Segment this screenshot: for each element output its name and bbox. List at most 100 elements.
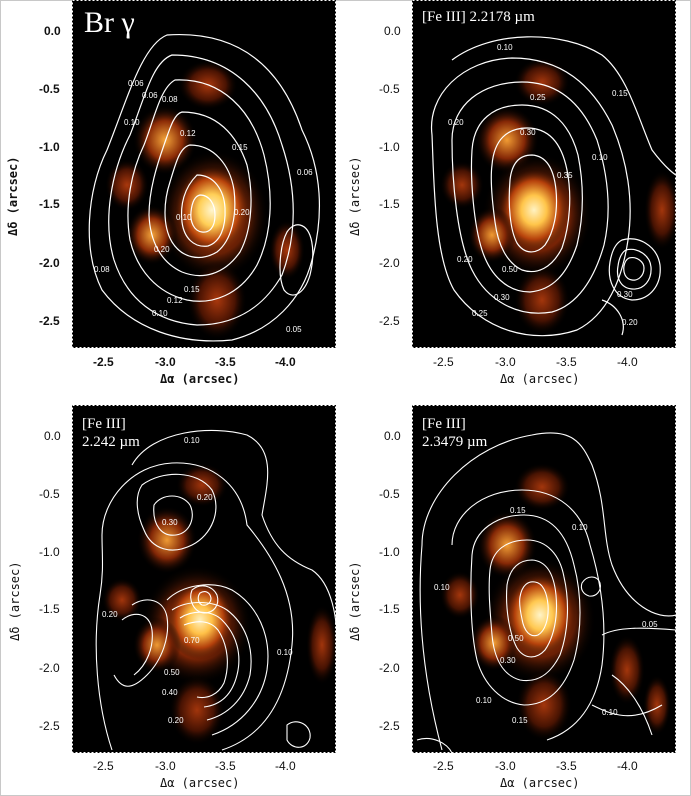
x-tick-label: -3.5 bbox=[556, 355, 577, 369]
contour-label: 0.30 bbox=[500, 656, 516, 665]
panel-title-line: 2.242 µm bbox=[82, 434, 140, 450]
contour-label: 0.70 bbox=[184, 636, 200, 645]
panel-title-line: [Fe III] bbox=[82, 416, 126, 432]
contour-label: 0.10 bbox=[572, 523, 588, 532]
panel-title-line: [Fe III] bbox=[422, 416, 466, 432]
contour-label: 0.20 bbox=[622, 318, 638, 327]
contour-label: 0.10 bbox=[434, 583, 450, 592]
y-tick-label: -1.0 bbox=[39, 545, 60, 559]
x-tick-label: -3.0 bbox=[495, 759, 516, 773]
y-tick-label: 0.0 bbox=[384, 429, 401, 443]
contour-label: 0.10 bbox=[152, 309, 168, 318]
panel-fe2178-contour-labels: 0.10 0.15 0.20 0.25 0.30 0.35 0.10 0.20 … bbox=[448, 43, 638, 327]
y-tick-label: -1.0 bbox=[39, 140, 60, 154]
y-axis-label: Δδ (arcsec) bbox=[8, 561, 22, 641]
x-tick-label: -2.5 bbox=[93, 759, 114, 773]
y-tick-label: -2.0 bbox=[39, 661, 60, 675]
contour-label: 0.20 bbox=[154, 245, 170, 254]
panel-fe2178-title: [Fe III] 2.2178 µm bbox=[422, 10, 535, 25]
y-tick-label: 0.0 bbox=[44, 429, 61, 443]
panel-fe2242-image: 0.10 0.20 0.30 0.20 0.70 0.10 0.50 0.40 … bbox=[72, 405, 336, 753]
contour-label: 0.50 bbox=[164, 668, 180, 677]
panel-title-line: Br γ bbox=[84, 6, 135, 39]
contour-label: 0.06 bbox=[128, 79, 144, 88]
y-tick-label: -1.5 bbox=[39, 602, 60, 616]
contour-label: 0.20 bbox=[168, 716, 184, 725]
contour-label: 0.05 bbox=[642, 620, 658, 629]
contour-label: 0.06 bbox=[297, 168, 313, 177]
panel-fe2178-emission-map: 0.10 0.15 0.20 0.25 0.30 0.35 0.10 0.20 … bbox=[412, 0, 676, 348]
contour-label: 0.50 bbox=[508, 634, 524, 643]
contour-label: 0.10 bbox=[592, 153, 608, 162]
x-tick-label: -3.0 bbox=[495, 355, 516, 369]
contour-label: 0.15 bbox=[612, 89, 628, 98]
contour-label: 0.30 bbox=[520, 128, 536, 137]
y-tick-label: -2.0 bbox=[39, 256, 60, 270]
panel-fe2178-image: 0.10 0.15 0.20 0.25 0.30 0.35 0.10 0.20 … bbox=[412, 0, 676, 348]
contour-label: 0.10 bbox=[476, 696, 492, 705]
contour-label: 0.10 bbox=[497, 43, 513, 52]
contour-label: 0.50 bbox=[502, 265, 518, 274]
contour-label: 0.20 bbox=[234, 208, 250, 217]
y-tick-label: -2.0 bbox=[379, 256, 400, 270]
panel-brg-title: Br γ bbox=[84, 8, 135, 38]
panel-fe23479-emission-map: 0.15 0.10 0.10 0.05 0.30 0.50 0.10 0.15 … bbox=[412, 405, 676, 753]
x-tick-label: -2.5 bbox=[433, 355, 454, 369]
contour-label: 0.12 bbox=[167, 296, 183, 305]
contour-label: 0.40 bbox=[162, 688, 178, 697]
contour-label: 0.15 bbox=[232, 143, 248, 152]
contour-label: 0.10 bbox=[176, 213, 192, 222]
panel-fe2242-contour-labels: 0.10 0.20 0.30 0.20 0.70 0.10 0.50 0.40 … bbox=[102, 436, 293, 725]
y-tick-label: -0.5 bbox=[379, 487, 400, 501]
contour-label: 0.10 bbox=[602, 708, 618, 717]
panel-brg-contour-labels: 0.06 0.06 0.08 0.10 0.12 0.15 0.20 0.10 … bbox=[94, 79, 313, 334]
y-tick-label: -2.5 bbox=[379, 314, 400, 328]
panel-fe2242-emission-map: 0.10 0.20 0.30 0.20 0.70 0.10 0.50 0.40 … bbox=[72, 405, 336, 753]
panel-title-line: 2.3479 µm bbox=[422, 434, 488, 450]
contour-label: 0.20 bbox=[197, 493, 213, 502]
x-tick-label: -4.0 bbox=[275, 355, 296, 369]
y-tick-label: -1.5 bbox=[379, 602, 400, 616]
y-axis-label: Δδ (arcsec) bbox=[348, 156, 362, 236]
y-tick-label: -2.5 bbox=[39, 314, 60, 328]
contour-label: 0.20 bbox=[448, 118, 464, 127]
panel-brg-emission-map: 0.06 0.06 0.08 0.10 0.12 0.15 0.20 0.10 … bbox=[72, 0, 336, 348]
y-tick-label: -0.5 bbox=[39, 82, 60, 96]
contour-label: 0.06 bbox=[142, 91, 158, 100]
contour-label: 0.15 bbox=[512, 716, 528, 725]
y-tick-label: 0.0 bbox=[384, 24, 401, 38]
contour-label: 0.30 bbox=[494, 293, 510, 302]
panel-fe23479-image: 0.15 0.10 0.10 0.05 0.30 0.50 0.10 0.15 … bbox=[412, 405, 676, 753]
x-tick-label: -3.0 bbox=[155, 759, 176, 773]
panel-title-line: [Fe III] 2.2178 µm bbox=[422, 9, 535, 25]
panel-brg-image: 0.06 0.06 0.08 0.10 0.12 0.15 0.20 0.10 … bbox=[72, 0, 336, 348]
x-tick-label: -3.0 bbox=[155, 355, 176, 369]
x-tick-label: -4.0 bbox=[617, 759, 638, 773]
contour-label: 0.10 bbox=[277, 648, 293, 657]
y-tick-label: -1.5 bbox=[379, 197, 400, 211]
x-tick-label: -3.5 bbox=[215, 355, 236, 369]
contour-label: 0.25 bbox=[472, 309, 488, 318]
contour-label: 0.12 bbox=[180, 129, 196, 138]
y-axis-label: Δδ (arcsec) bbox=[348, 561, 362, 641]
y-tick-label: -0.5 bbox=[379, 82, 400, 96]
x-tick-label: -3.5 bbox=[215, 759, 236, 773]
contour-label: 0.25 bbox=[530, 93, 546, 102]
contour-label: 0.10 bbox=[184, 436, 200, 445]
y-tick-label: -0.5 bbox=[39, 487, 60, 501]
x-tick-label: -4.0 bbox=[275, 759, 296, 773]
contour-label: 0.15 bbox=[510, 506, 526, 515]
y-tick-label: -2.0 bbox=[379, 661, 400, 675]
x-axis-label: Δα (arcsec) bbox=[500, 776, 580, 790]
panel-fe2242-title: [Fe III] 2.242 µm bbox=[82, 415, 140, 451]
y-tick-label: -2.5 bbox=[379, 719, 400, 733]
x-axis-label: Δα (arcsec) bbox=[160, 372, 240, 386]
x-tick-label: -2.5 bbox=[433, 759, 454, 773]
contour-label: 0.05 bbox=[286, 325, 302, 334]
y-axis-label: Δδ (arcsec) bbox=[6, 156, 20, 236]
contour-label: 0.08 bbox=[94, 265, 110, 274]
x-tick-label: -3.5 bbox=[556, 759, 577, 773]
contour-label: 0.20 bbox=[102, 610, 118, 619]
y-tick-label: -1.0 bbox=[379, 545, 400, 559]
contour-label: 0.08 bbox=[162, 95, 178, 104]
